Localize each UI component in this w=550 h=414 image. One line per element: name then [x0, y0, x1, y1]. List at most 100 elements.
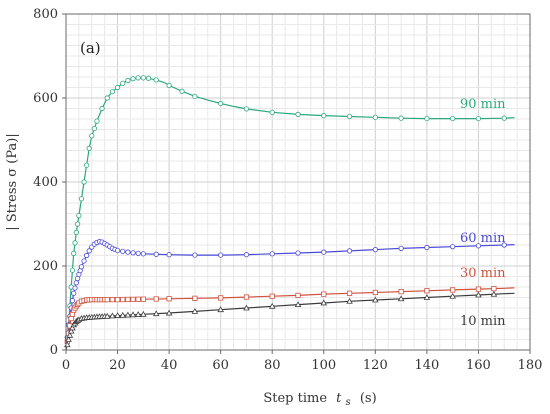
data-point-90-min — [398, 115, 404, 121]
data-point-90-min — [501, 115, 507, 121]
data-point-30-min — [450, 287, 456, 293]
data-point-10-min — [165, 309, 173, 316]
data-point-90-min — [89, 133, 95, 139]
data-point-10-min — [423, 294, 431, 300]
data-point-90-min — [104, 95, 110, 101]
x-tick-label: 180 — [518, 358, 543, 373]
data-point-60-min — [140, 251, 146, 257]
data-point-90-min — [450, 115, 456, 122]
x-axis-label: Step time t s (s) — [263, 391, 376, 409]
series-markers — [64, 75, 507, 348]
data-point-10-min — [66, 331, 74, 338]
data-point-60-min — [86, 248, 92, 254]
series-label-10-min: 10 min — [460, 314, 506, 329]
data-point-10-min — [134, 311, 142, 317]
x-axis-label-text: Step time — [263, 391, 327, 406]
data-point-10-min — [65, 336, 72, 342]
data-point-60-min — [120, 248, 126, 254]
data-point-90-min — [346, 113, 353, 120]
data-point-30-min — [130, 296, 136, 302]
data-point-10-min — [490, 290, 498, 297]
data-point-90-min — [86, 145, 92, 151]
panel-label: (a) — [80, 39, 101, 57]
data-point-60-min — [475, 243, 482, 249]
data-point-90-min — [78, 196, 85, 202]
data-point-60-min — [71, 290, 77, 296]
x-tick-label: 160 — [466, 358, 491, 373]
y-axis-label: | Stress σ (Pa)| — [5, 133, 20, 230]
data-point-60-min — [73, 280, 79, 286]
data-point-10-min — [475, 291, 482, 298]
data-point-60-min — [295, 250, 301, 256]
data-point-10-min — [294, 301, 302, 308]
data-point-60-min — [192, 252, 198, 258]
data-point-60-min — [501, 242, 507, 248]
data-point-90-min — [192, 93, 198, 99]
data-point-30-min — [295, 292, 301, 299]
data-point-90-min — [166, 82, 172, 89]
series-label-60-min: 60 min — [460, 231, 506, 246]
series-label-90-min: 90 min — [460, 97, 506, 112]
data-point-30-min — [104, 296, 110, 303]
data-point-60-min — [114, 247, 121, 254]
y-axis-ticks: 0 200 400 600 800 — [33, 7, 66, 358]
data-point-30-min — [120, 296, 126, 303]
data-point-10-min — [129, 311, 137, 318]
data-point-10-min — [140, 310, 147, 317]
data-point-60-min — [75, 275, 81, 282]
data-point-90-min — [84, 162, 90, 168]
data-point-60-min — [321, 249, 327, 255]
x-tick-label: 40 — [161, 358, 178, 373]
data-point-10-min — [191, 307, 199, 314]
data-point-30-min — [153, 296, 159, 302]
data-point-60-min — [372, 247, 378, 253]
data-point-10-min — [69, 324, 76, 331]
data-point-60-min — [450, 244, 456, 250]
data-point-90-min — [130, 76, 136, 82]
data-point-30-min — [135, 296, 141, 302]
data-point-90-min — [72, 240, 78, 246]
y-tick-label: 0 — [50, 343, 58, 358]
data-point-60-min — [72, 285, 78, 291]
data-point-90-min — [125, 77, 131, 84]
x-tick-label: 120 — [363, 358, 388, 373]
data-point-10-min — [152, 310, 160, 317]
data-point-90-min — [424, 115, 430, 122]
data-point-90-min — [295, 111, 301, 117]
data-point-30-min — [372, 289, 378, 296]
data-point-60-min — [135, 250, 141, 256]
data-point-10-min — [268, 302, 276, 309]
data-point-30-min — [69, 311, 76, 317]
data-point-90-min — [71, 250, 77, 256]
data-point-60-min — [218, 252, 224, 258]
data-point-90-min — [475, 115, 482, 122]
data-point-30-min — [192, 295, 198, 301]
x-axis-ticks: 0 20 40 60 80 100 120 140 160 180 — [62, 350, 543, 373]
data-point-90-min — [75, 221, 81, 227]
data-point-10-min — [124, 311, 132, 318]
data-point-90-min — [91, 125, 97, 132]
data-point-30-min — [243, 294, 250, 300]
data-point-30-min — [321, 291, 327, 297]
data-point-60-min — [125, 249, 131, 255]
data-point-10-min — [372, 296, 379, 303]
data-point-10-min — [346, 297, 353, 304]
data-point-10-min — [217, 306, 224, 313]
data-point-90-min — [73, 229, 79, 235]
data-point-30-min — [398, 289, 404, 295]
data-point-30-min — [125, 296, 131, 303]
x-tick-label: 140 — [414, 358, 439, 373]
y-tick-label: 600 — [33, 91, 58, 106]
data-point-30-min — [166, 296, 172, 302]
data-point-10-min — [243, 304, 250, 311]
data-point-90-min — [179, 88, 185, 94]
data-point-90-min — [94, 118, 100, 124]
x-tick-label: 20 — [109, 358, 126, 373]
data-point-10-min — [109, 312, 116, 319]
data-point-10-min — [397, 295, 405, 302]
data-point-30-min — [269, 293, 275, 299]
data-point-30-min — [218, 295, 224, 301]
data-point-90-min — [120, 80, 126, 86]
data-point-10-min — [449, 292, 456, 299]
